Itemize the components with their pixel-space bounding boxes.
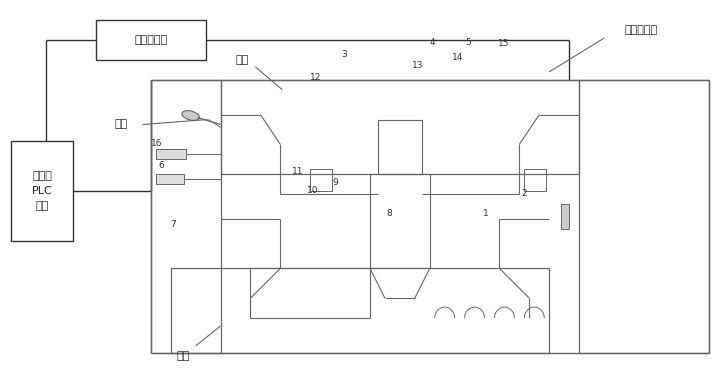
Bar: [221, 80, 579, 174]
Bar: [155, 174, 184, 184]
Text: 上位机系统: 上位机系统: [134, 35, 168, 45]
Text: 11: 11: [292, 167, 304, 176]
Text: 边模: 边模: [114, 119, 127, 130]
Text: 9: 9: [333, 178, 338, 187]
Text: 6: 6: [158, 161, 164, 169]
Bar: [370, 174, 429, 268]
Bar: [310, 169, 332, 191]
Text: 铝车轮模具: 铝车轮模具: [625, 25, 657, 35]
Text: 顶模: 顶模: [236, 55, 249, 65]
Text: 10: 10: [307, 186, 318, 195]
Text: 13: 13: [412, 61, 424, 70]
Bar: [171, 268, 549, 353]
Bar: [12, 141, 73, 241]
Text: 16: 16: [151, 139, 163, 148]
Bar: [250, 268, 370, 318]
Text: 1: 1: [482, 210, 488, 218]
Bar: [561, 204, 569, 229]
Bar: [155, 149, 186, 159]
Ellipse shape: [182, 111, 200, 121]
Bar: [378, 119, 422, 174]
Text: 7: 7: [170, 219, 176, 229]
Text: 15: 15: [498, 39, 510, 48]
Text: 底模: 底模: [176, 351, 189, 361]
Text: 4: 4: [429, 38, 435, 47]
Text: 3: 3: [341, 50, 347, 59]
Bar: [96, 20, 205, 60]
Bar: [579, 80, 709, 353]
Text: 8: 8: [386, 210, 392, 218]
Bar: [524, 169, 547, 191]
Text: 2: 2: [521, 189, 527, 198]
Text: 5: 5: [465, 38, 471, 47]
Text: 压铸机
PLC
系统: 压铸机 PLC 系统: [32, 171, 53, 211]
Bar: [151, 80, 221, 353]
Text: 14: 14: [453, 53, 463, 61]
Text: 12: 12: [309, 73, 321, 82]
